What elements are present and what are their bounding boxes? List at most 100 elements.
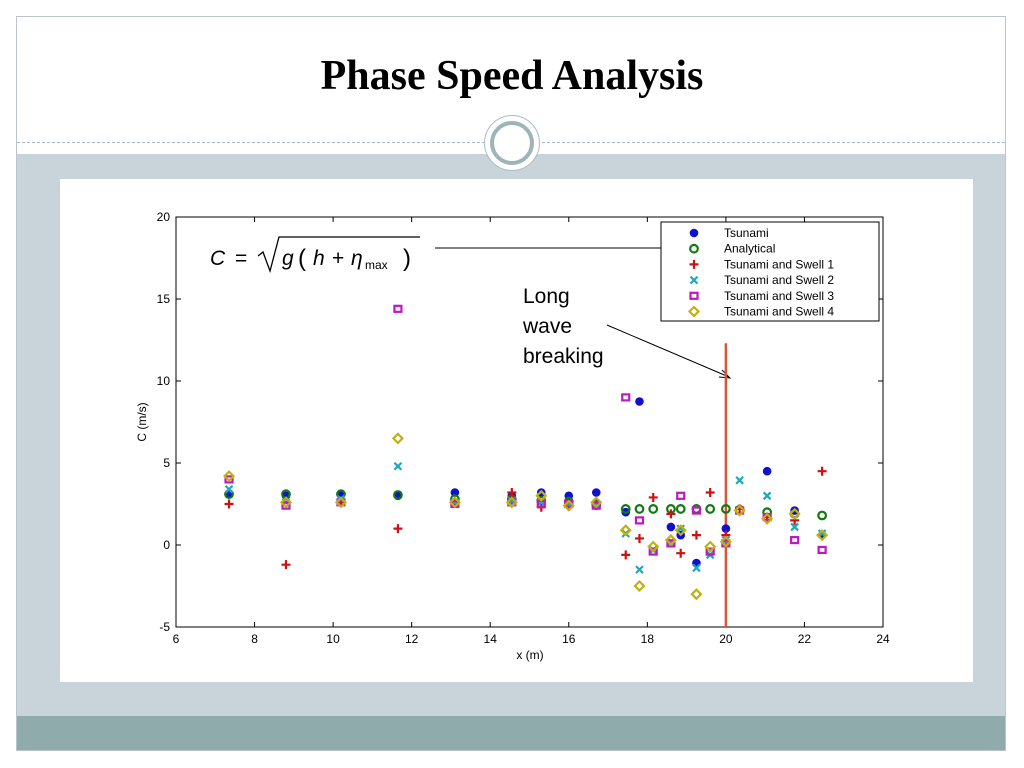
data-point [704,540,717,553]
data-point [648,547,658,556]
data-point [666,522,676,532]
x-tick-label: 18 [641,632,655,646]
y-tick-label: 10 [157,374,171,388]
data-point [816,529,829,542]
data-point [635,397,644,406]
data-point [691,530,701,540]
y-tick-label: -5 [159,620,170,634]
data-point [281,560,291,570]
data-point [621,550,631,560]
data-point [633,579,646,593]
scatter-chart: 6 8 10 12 14 16 18 20 22 24 -5 0 5 10 15 20 x (m) C (m/… [135,210,890,662]
equation-plus: + [332,247,344,270]
x-tick-label: 8 [251,632,258,646]
data-point [705,547,715,556]
equation-close-paren: ) [403,245,411,272]
data-point [635,565,644,574]
data-point [666,539,676,548]
data-point [448,496,461,509]
data-point [647,540,660,553]
data-point [676,548,686,558]
data-point [720,504,731,514]
plot-panel: 6 8 10 12 14 16 18 20 22 24 -5 0 5 10 15 20 x (m) C (m/… [60,179,973,682]
data-point [634,504,645,514]
data-point [761,512,774,525]
data-point [393,462,403,471]
data-point [590,496,603,509]
data-point [507,488,517,498]
data-point [393,490,403,500]
decorative-ring-inner [490,121,534,165]
data-point [676,491,686,500]
data-point [621,393,631,402]
legend-marker [689,243,699,254]
legend-label: Tsunami and Swell 3 [724,289,834,303]
data-point [733,504,746,517]
equation-sqrt-sign [257,236,420,274]
y-tick-label: 0 [163,538,170,552]
equation-equals: = [235,247,247,270]
data-point [222,470,236,483]
data-point [648,492,658,502]
data-point [674,524,687,537]
y-tick-label: 15 [157,292,171,306]
legend-label: Analytical [724,242,775,256]
equation-h: h [313,247,325,270]
equation-subscript: max [365,258,388,272]
data-point [719,535,732,548]
annotation-line-1: Long [523,285,570,308]
legend-marker [689,275,699,285]
slide-title: Phase Speed Analysis [320,53,704,99]
data-point [817,466,827,476]
data-point [391,432,404,445]
data-point [619,524,632,537]
data-point [393,304,403,313]
data-point [690,588,703,601]
data-point [691,506,702,515]
annotation-line-3: breaking [523,345,604,368]
data-points [222,304,829,601]
x-tick-label: 14 [484,632,498,646]
data-point [334,496,348,509]
data-point [705,488,715,498]
data-point [692,563,701,573]
x-tick-label: 16 [562,632,576,646]
y-tick-label: 20 [157,210,171,224]
data-point [224,499,234,509]
equation-eta: η [351,247,363,270]
data-point [664,534,677,547]
data-point [648,504,659,514]
legend-label: Tsunami and Swell 2 [724,273,834,287]
data-point [762,466,772,476]
x-tick-label: 20 [719,632,733,646]
annotation-long-wave-breaking: Long wave breaking [522,285,604,368]
data-point [224,484,234,494]
legend-marker [689,291,699,300]
x-tick-label: 24 [876,632,890,646]
data-point [817,545,827,555]
legend-marker [689,228,699,238]
data-point [591,501,601,510]
data-point [634,533,644,543]
data-point [279,496,293,509]
data-point [535,489,548,502]
equation: C = g ( h + η max ) [210,236,420,274]
annotation-arrow-line [606,324,730,378]
annotation-line-2: wave [522,315,572,338]
data-point [562,499,575,512]
data-point [788,507,801,520]
legend-label: Tsunami and Swell 1 [724,257,834,271]
data-point [817,510,828,521]
x-tick-label: 10 [326,632,340,646]
legend-label: Tsunami and Swell 4 [724,305,834,319]
legend-box [660,221,880,322]
x-axis-label: x (m) [516,648,543,662]
data-point [666,509,676,519]
x-tick-label: 12 [405,632,419,646]
legend-marker [689,259,699,269]
x-tick-label: 22 [798,632,812,646]
data-point [224,475,234,484]
data-point [281,501,291,510]
equation-lhs: C [210,247,226,270]
